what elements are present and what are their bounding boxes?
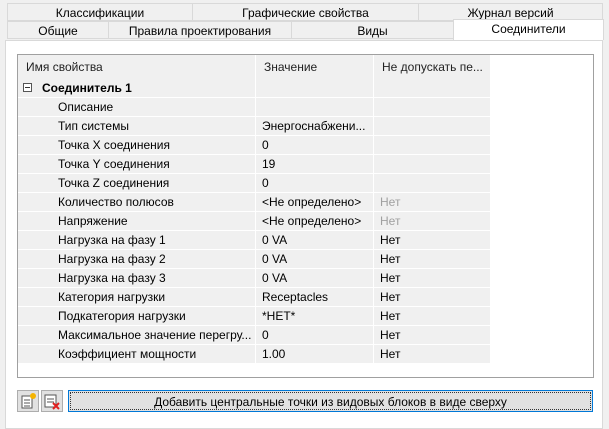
- property-name: Нагрузка на фазу 2: [38, 250, 256, 268]
- property-value[interactable]: 0 VA: [256, 269, 374, 287]
- header-lock[interactable]: Не допускать пе...: [374, 55, 491, 79]
- property-name: Количество полюсов: [38, 193, 256, 211]
- property-lock[interactable]: Нет: [374, 288, 491, 306]
- add-connector-button[interactable]: [17, 390, 39, 412]
- property-value[interactable]: <Не определено>: [256, 212, 374, 230]
- property-value[interactable]: *НЕТ*: [256, 307, 374, 325]
- property-grid: Имя свойства Значение Не допускать пе...…: [17, 54, 594, 378]
- property-value[interactable]: Receptacles: [256, 288, 374, 306]
- add-connector-icon: [21, 393, 36, 409]
- property-row[interactable]: Описание: [18, 98, 491, 117]
- delete-connector-button[interactable]: [41, 390, 63, 412]
- property-name: Нагрузка на фазу 3: [38, 269, 256, 287]
- property-value[interactable]: 0 VA: [256, 231, 374, 249]
- property-row[interactable]: Точка Y соединения 19: [18, 155, 491, 174]
- property-name: Нагрузка на фазу 1: [38, 231, 256, 249]
- property-lock[interactable]: Нет: [374, 345, 491, 363]
- property-value[interactable]: 0: [256, 174, 374, 192]
- property-name: Напряжение: [38, 212, 256, 230]
- property-value[interactable]: 0: [256, 326, 374, 344]
- property-row[interactable]: Максимальное значение перегру... 0 Нет: [18, 326, 491, 345]
- property-row[interactable]: Подкатегория нагрузки *НЕТ* Нет: [18, 307, 491, 326]
- property-row[interactable]: Напряжение <Не определено> Нет: [18, 212, 491, 231]
- property-value[interactable]: 19: [256, 155, 374, 173]
- property-lock[interactable]: Нет: [374, 307, 491, 325]
- property-name: Точка Y соединения: [38, 155, 256, 173]
- property-lock[interactable]: [374, 98, 491, 116]
- property-row[interactable]: Коэффициент мощности 1.00 Нет: [18, 345, 491, 364]
- property-row[interactable]: Точка X соединения 0: [18, 136, 491, 155]
- property-row[interactable]: Точка Z соединения 0: [18, 174, 491, 193]
- property-value[interactable]: [256, 98, 374, 116]
- property-name: Описание: [38, 98, 256, 116]
- tab-views[interactable]: Виды: [291, 21, 454, 39]
- add-center-points-label: Добавить центральные точки из видовых бл…: [70, 392, 591, 410]
- property-lock[interactable]: Нет: [374, 212, 491, 230]
- tab-classifications[interactable]: Классификации: [7, 3, 193, 21]
- delete-connector-icon: [44, 394, 60, 410]
- property-lock[interactable]: [374, 155, 491, 173]
- property-value[interactable]: 0: [256, 136, 374, 154]
- property-value[interactable]: <Не определено>: [256, 193, 374, 211]
- property-lock[interactable]: Нет: [374, 193, 491, 211]
- property-row[interactable]: Тип системы Энергоснабжени...: [18, 117, 491, 136]
- property-name: Категория нагрузки: [38, 288, 256, 306]
- property-name: Коэффициент мощности: [38, 345, 256, 363]
- tab-general[interactable]: Общие: [7, 21, 109, 39]
- property-row[interactable]: Количество полюсов <Не определено> Нет: [18, 193, 491, 212]
- property-name: Максимальное значение перегру...: [38, 326, 256, 344]
- property-name: Подкатегория нагрузки: [38, 307, 256, 325]
- tab-connectors[interactable]: Соединители: [453, 19, 604, 40]
- header-property-name[interactable]: Имя свойства: [18, 55, 256, 79]
- property-value[interactable]: Энергоснабжени...: [256, 117, 374, 135]
- group-row[interactable]: Соединитель 1: [18, 79, 491, 98]
- add-center-points-button[interactable]: Добавить центральные точки из видовых бл…: [68, 390, 593, 412]
- tab-graphic-properties[interactable]: Графические свойства: [192, 3, 419, 21]
- property-lock[interactable]: Нет: [374, 231, 491, 249]
- property-value[interactable]: 1.00: [256, 345, 374, 363]
- property-name: Точка X соединения: [38, 136, 256, 154]
- property-lock[interactable]: Нет: [374, 250, 491, 268]
- group-name: Соединитель 1: [38, 79, 256, 97]
- property-lock[interactable]: [374, 136, 491, 154]
- header-value[interactable]: Значение: [256, 55, 374, 79]
- property-name: Тип системы: [38, 117, 256, 135]
- property-lock[interactable]: [374, 174, 491, 192]
- property-lock[interactable]: [374, 117, 491, 135]
- property-lock[interactable]: Нет: [374, 326, 491, 344]
- tab-design-rules[interactable]: Правила проектирования: [108, 21, 292, 39]
- property-row[interactable]: Категория нагрузки Receptacles Нет: [18, 288, 491, 307]
- collapse-icon[interactable]: [23, 83, 32, 92]
- property-value[interactable]: 0 VA: [256, 250, 374, 268]
- property-lock[interactable]: Нет: [374, 269, 491, 287]
- property-name: Точка Z соединения: [38, 174, 256, 192]
